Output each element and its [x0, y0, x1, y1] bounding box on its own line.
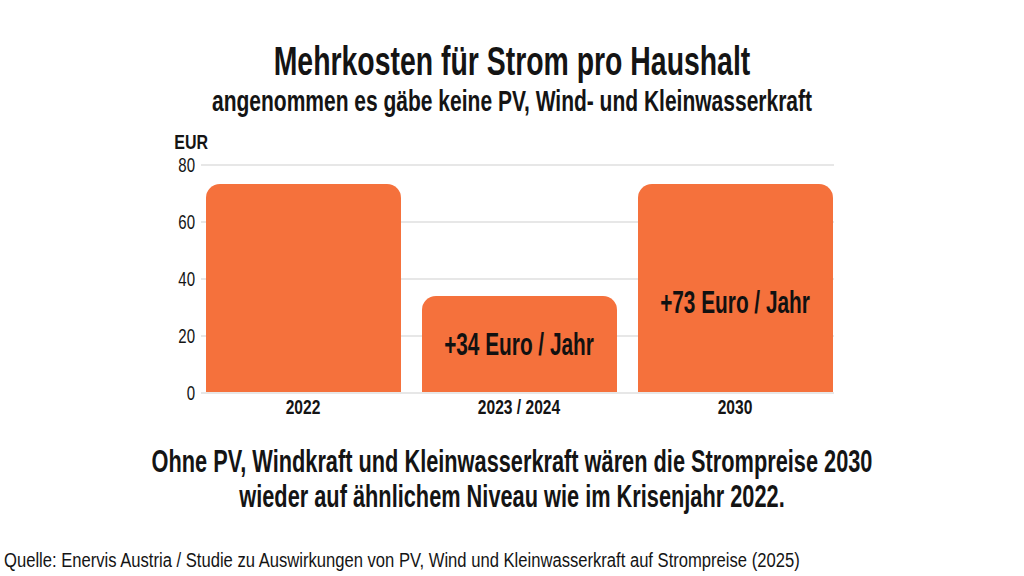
x-category-label-2030: 2030 — [718, 396, 753, 419]
bar-2022 — [206, 184, 401, 392]
gridline-80 — [201, 164, 834, 166]
y-axis-tick-80: 80 — [154, 153, 195, 177]
y-axis-tick-60: 60 — [154, 210, 195, 234]
conclusion-line-2: wieder auf ähnlichem Niveau wie im Krise… — [239, 478, 784, 515]
x-category-label-2022: 2022 — [286, 396, 321, 419]
y-axis-tick-40: 40 — [154, 267, 195, 291]
infographic-page: Mehrkosten für Strom pro Haushalt angeno… — [0, 0, 1024, 576]
conclusion-line-1: Ohne PV, Windkraft und Kleinwasserkraft … — [152, 443, 873, 480]
source-attribution: Quelle: Enervis Austria / Studie zu Ausw… — [4, 549, 800, 571]
y-axis-tick-20: 20 — [154, 324, 195, 348]
x-category-label-2023 / 2024: 2023 / 2024 — [478, 396, 560, 419]
bar-value-label-2030: +73 Euro / Jahr — [660, 284, 810, 321]
y-axis-unit-label: EUR — [154, 132, 208, 152]
bar-value-label-2023 / 2024: +34 Euro / Jahr — [444, 326, 594, 363]
y-axis-tick-0: 0 — [154, 381, 195, 405]
